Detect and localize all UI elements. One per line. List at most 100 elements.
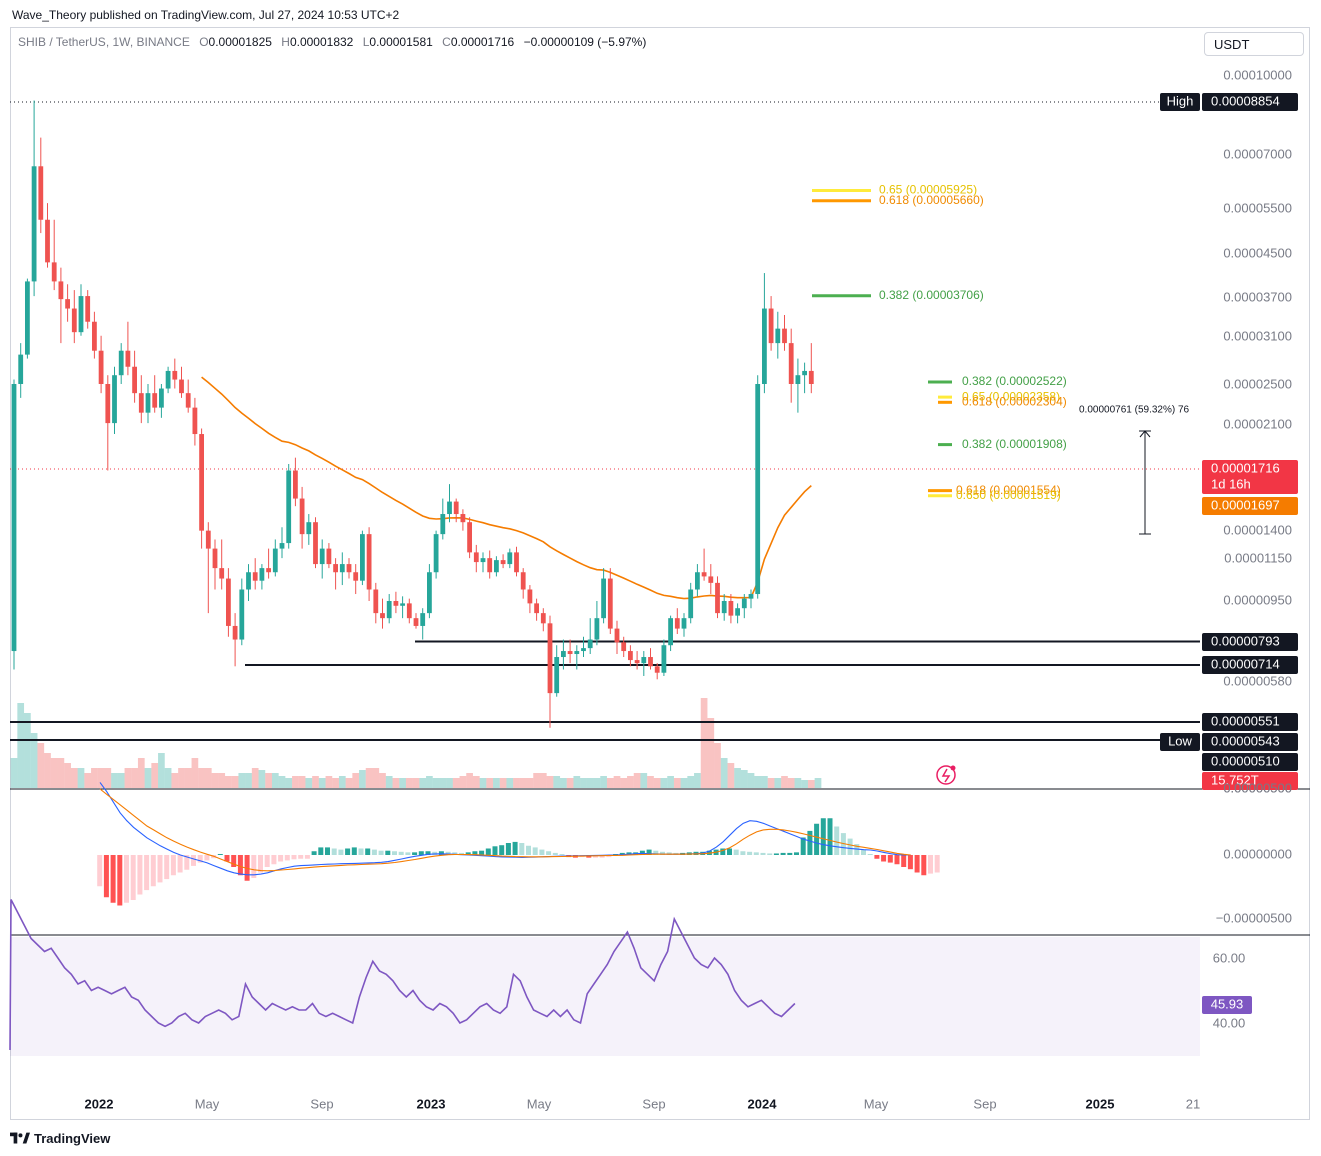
- candle: [165, 366, 171, 394]
- candle-body: [574, 651, 580, 655]
- volume-bar: [325, 776, 333, 788]
- candle-body: [393, 601, 399, 606]
- candle-body: [293, 470, 298, 499]
- macd-histogram-bar: [358, 848, 364, 855]
- macd-histogram-bar: [794, 852, 799, 855]
- price-badge-bg: [1202, 733, 1298, 751]
- flash-icon-dot: [950, 765, 956, 771]
- volume-bar: [231, 776, 239, 788]
- macd-histogram-bar: [894, 855, 900, 865]
- fib-level-label: 0.382 (0.00003706): [879, 288, 984, 302]
- volume-bar: [432, 778, 440, 788]
- volume-bar: [727, 763, 735, 788]
- macd-histogram-bar: [351, 847, 357, 855]
- candle-body: [520, 572, 526, 590]
- price-badge-bg: [1202, 753, 1298, 771]
- macd-histogram-bar: [921, 855, 927, 876]
- candle: [118, 343, 124, 384]
- macd-histogram-bar: [438, 851, 444, 855]
- volume-bar: [573, 776, 581, 788]
- volume-bar: [714, 743, 721, 788]
- candle-body: [286, 470, 292, 544]
- volume-bar: [318, 778, 326, 788]
- macd-histogram-bar: [653, 850, 659, 855]
- macd-histogram-bar: [874, 855, 880, 859]
- volume-bar: [801, 780, 808, 788]
- flash-icon-bolt: [941, 768, 951, 783]
- measure-label: 0.00000761 (59.32%) 76: [1079, 405, 1190, 416]
- macd-histogram-bar: [144, 855, 150, 891]
- candle-body: [11, 384, 17, 652]
- currency-selector[interactable]: USDT: [1204, 32, 1304, 56]
- candle: [299, 486, 305, 549]
- macd-histogram-bar: [291, 855, 297, 860]
- candle-body: [219, 568, 225, 579]
- volume-bar: [104, 768, 112, 788]
- volume-bar: [499, 778, 507, 788]
- measure-arrow-icon: [1139, 430, 1151, 438]
- candle-body: [661, 645, 667, 673]
- candle-body: [92, 321, 97, 351]
- macd-histogram-bar: [881, 855, 887, 862]
- candle-body: [561, 651, 566, 658]
- candle: [31, 100, 37, 297]
- volume-bar: [673, 778, 681, 788]
- volume-bar: [761, 776, 768, 788]
- macd-histogram-bar: [392, 851, 397, 855]
- macd-histogram-bar: [519, 843, 525, 855]
- candle: [353, 564, 359, 595]
- candle-body: [567, 651, 573, 655]
- macd-histogram-bar: [753, 852, 759, 855]
- volume-bar: [814, 778, 822, 788]
- volume-bar: [70, 768, 78, 788]
- price-axis-label: 0.00001400: [1223, 522, 1292, 537]
- volume-bar: [553, 776, 561, 788]
- macd-histogram-bar: [425, 851, 431, 855]
- candle: [112, 366, 117, 435]
- macd-histogram-bar: [901, 855, 907, 867]
- candle-body: [373, 589, 379, 614]
- volume-bar: [405, 778, 413, 788]
- macd-histogram-bar: [834, 826, 840, 855]
- macd-histogram-bar: [258, 855, 263, 873]
- candle-body: [775, 328, 781, 344]
- candle-body: [587, 639, 593, 649]
- price-axis-label: 0.00002100: [1223, 416, 1292, 431]
- macd-histogram-bar: [278, 855, 284, 862]
- macd-histogram-bar: [820, 818, 826, 855]
- volume-bar: [734, 768, 741, 788]
- macd-histogram-bar: [298, 855, 304, 859]
- price-axis-label: 0.00002500: [1223, 376, 1292, 391]
- volume-bar: [513, 778, 520, 788]
- volume-bar: [312, 776, 319, 788]
- macd-histogram-bar: [405, 852, 411, 855]
- candle-body: [145, 393, 151, 413]
- candle: [400, 596, 405, 619]
- candle: [125, 321, 131, 376]
- candle: [507, 548, 513, 569]
- candle: [272, 539, 278, 577]
- candle: [65, 284, 70, 322]
- candle: [185, 379, 191, 413]
- candle-body: [313, 522, 318, 565]
- candle: [447, 484, 452, 523]
- candle: [527, 585, 533, 614]
- low-value: 0.00001581: [369, 35, 433, 49]
- footer-brand[interactable]: TradingView: [10, 1131, 110, 1146]
- rsi-axis-label: 40.00: [1213, 1015, 1246, 1030]
- candle-body: [199, 434, 204, 531]
- candle-body: [179, 379, 184, 394]
- volume-bar: [91, 768, 98, 788]
- symbol-name[interactable]: SHIB / TetherUS, 1W, BINANCE: [18, 35, 190, 49]
- candle: [45, 203, 50, 268]
- volume-bar: [37, 743, 45, 788]
- macd-histogram-bar: [914, 855, 920, 873]
- volume-bar: [191, 758, 199, 788]
- candle: [413, 613, 419, 629]
- candle-body: [279, 543, 285, 549]
- time-axis-label: 21: [1186, 1096, 1200, 1111]
- volume-bar: [292, 776, 299, 788]
- candle-body: [487, 558, 493, 573]
- candle-body: [333, 564, 338, 573]
